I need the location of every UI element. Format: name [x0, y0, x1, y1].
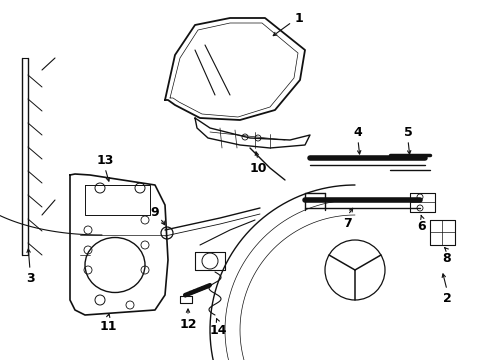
Text: 14: 14	[209, 324, 227, 337]
Text: 4: 4	[354, 126, 363, 139]
Text: 10: 10	[249, 162, 267, 175]
Text: 2: 2	[442, 292, 451, 305]
Text: 1: 1	[294, 12, 303, 24]
Text: 3: 3	[25, 271, 34, 284]
Text: 5: 5	[404, 126, 413, 139]
Text: 11: 11	[99, 320, 117, 333]
Text: 7: 7	[343, 216, 352, 230]
Text: 9: 9	[151, 206, 159, 219]
Text: 13: 13	[97, 153, 114, 166]
Text: 8: 8	[442, 252, 451, 265]
Text: 12: 12	[179, 318, 197, 330]
Text: 6: 6	[417, 220, 426, 233]
